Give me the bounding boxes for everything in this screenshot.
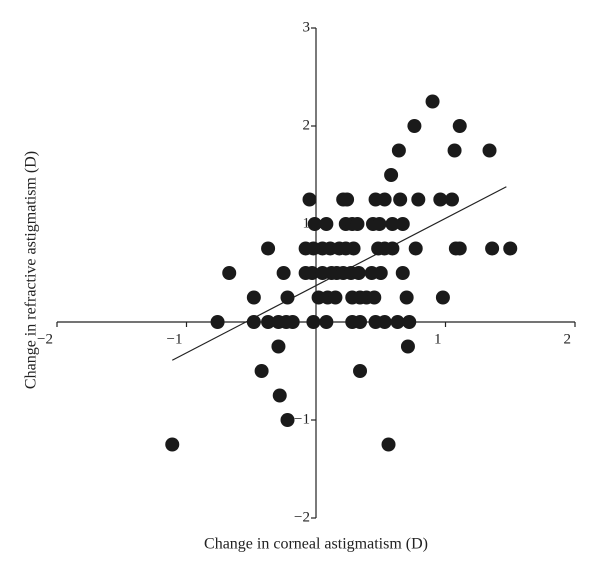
point: [400, 339, 415, 354]
y-axis-label: Change in refractive astigmatism (D): [23, 151, 40, 389]
point: [391, 143, 406, 158]
point: [261, 241, 276, 256]
point: [351, 266, 366, 280]
point: [399, 290, 414, 305]
point: [433, 192, 448, 207]
y-tick-label: 2: [303, 117, 311, 133]
x-tick-label: 2: [564, 331, 572, 347]
point: [485, 241, 500, 256]
point: [447, 143, 462, 158]
point: [503, 241, 518, 256]
point: [384, 168, 399, 182]
point: [411, 192, 426, 207]
point: [381, 437, 396, 452]
point: [280, 413, 295, 427]
point: [353, 364, 368, 378]
point: [377, 192, 392, 207]
point: [319, 315, 334, 329]
point: [210, 315, 225, 329]
point: [272, 388, 287, 403]
point: [346, 241, 361, 256]
point: [435, 290, 450, 305]
x-tick-label: −1: [167, 331, 183, 347]
point: [307, 217, 322, 231]
point: [452, 241, 467, 256]
y-tick-label: −1: [294, 411, 310, 427]
x-tick-label: −2: [37, 331, 53, 347]
x-axis-label: Change in corneal astigmatism (D): [204, 536, 428, 553]
point: [222, 266, 237, 280]
point: [353, 315, 368, 329]
point: [246, 290, 261, 305]
point: [482, 143, 497, 158]
point: [367, 290, 382, 305]
point: [305, 266, 320, 280]
point: [285, 315, 300, 329]
point: [165, 437, 180, 452]
point: [377, 315, 392, 329]
point: [328, 290, 343, 305]
point: [319, 217, 334, 231]
point: [452, 119, 467, 133]
y-tick-label: −2: [294, 509, 310, 525]
y-tick-label: 1: [303, 215, 311, 231]
point: [395, 217, 410, 231]
point: [254, 364, 269, 378]
point: [271, 339, 286, 354]
point: [444, 192, 459, 207]
point: [395, 266, 410, 280]
point: [408, 241, 423, 256]
point: [373, 266, 388, 280]
point: [306, 315, 321, 329]
point: [385, 241, 400, 256]
point: [276, 266, 291, 280]
point: [280, 290, 295, 305]
point: [407, 119, 422, 133]
point: [340, 192, 355, 207]
point: [350, 217, 365, 231]
x-tick-label: 1: [434, 331, 442, 347]
y-tick-label: 3: [303, 19, 311, 35]
point: [425, 94, 440, 109]
point: [302, 192, 317, 207]
point: [402, 315, 417, 329]
point: [385, 217, 400, 231]
point: [261, 315, 276, 329]
point: [372, 217, 387, 231]
point: [246, 315, 261, 329]
point: [390, 315, 405, 329]
point: [393, 192, 408, 207]
